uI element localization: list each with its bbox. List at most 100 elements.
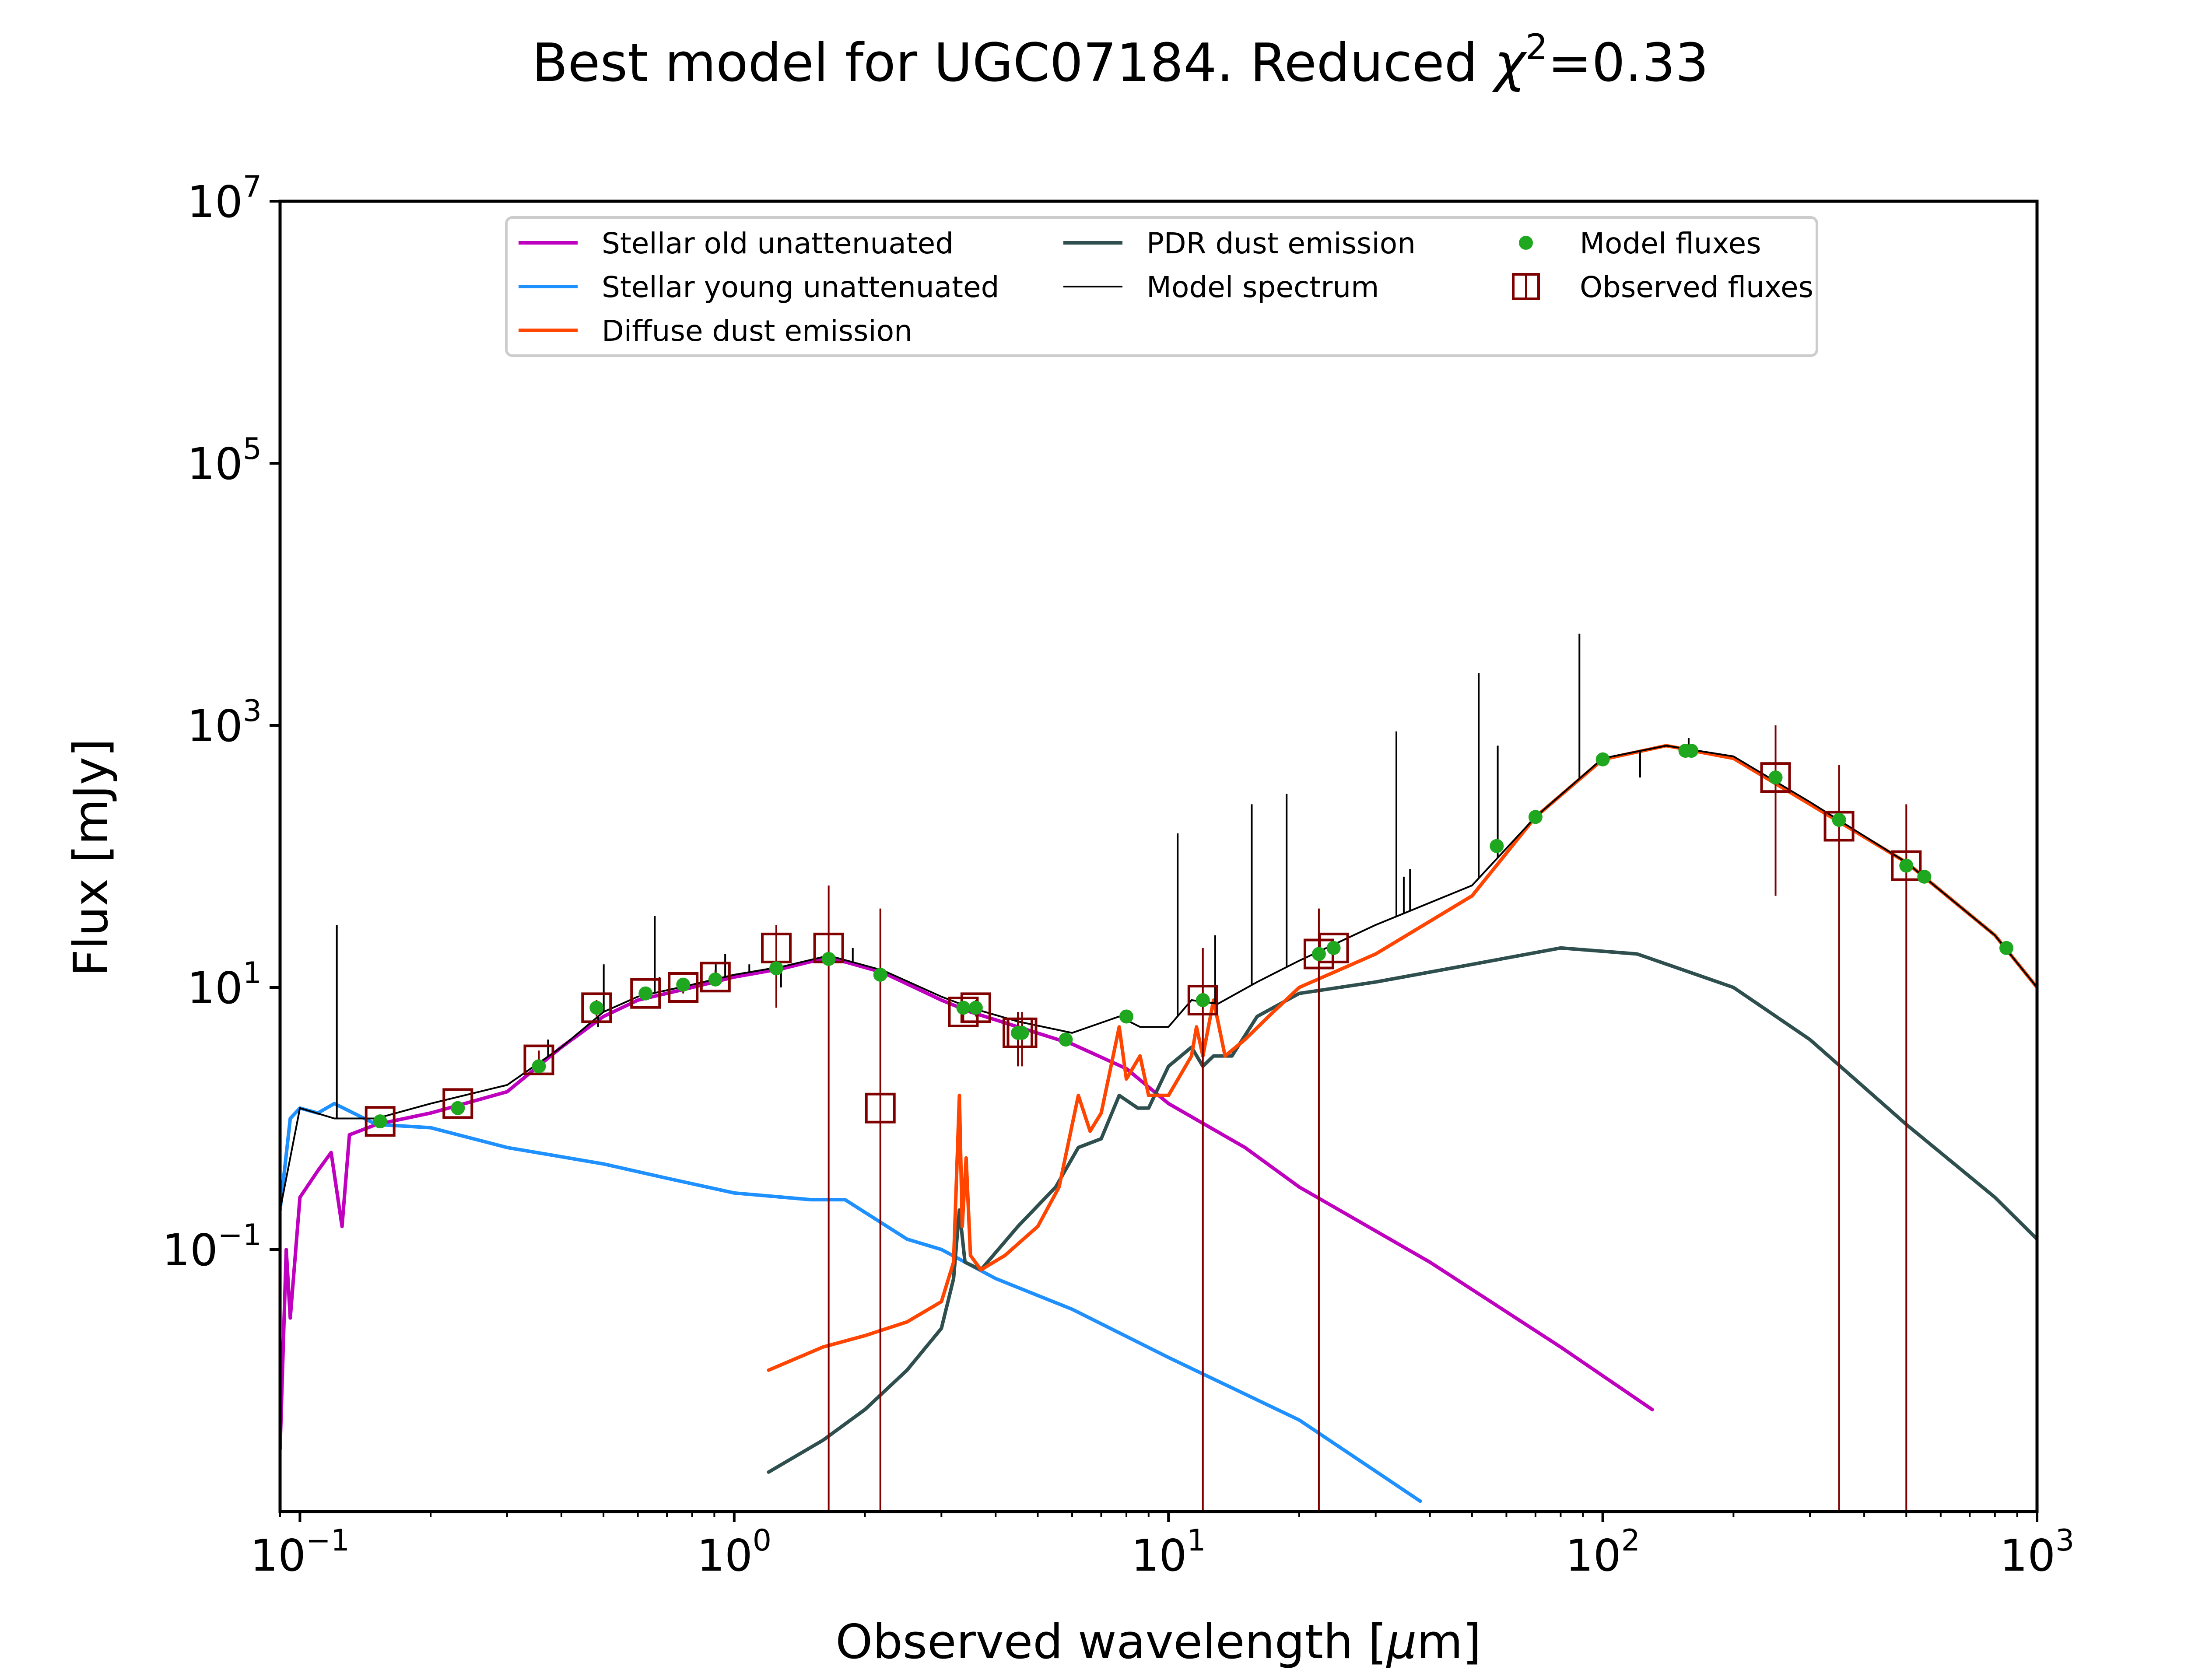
model-flux-point — [708, 972, 722, 987]
x-tick-label-base: 10 — [250, 1530, 306, 1581]
observed-flux-point — [581, 992, 612, 1023]
legend-entry-stellar-old-unattenuated: Stellar old unattenuated — [519, 227, 954, 260]
series-pdr-dust-emission — [767, 946, 2037, 1474]
x-tick-label-base: 10 — [2000, 1530, 2055, 1581]
legend-entry-diffuse-dust-emission: Diffuse dust emission — [519, 314, 912, 348]
model-flux-point — [1015, 1026, 1029, 1040]
model-flux-point — [1595, 752, 1610, 766]
x-tick-label-exponent: −1 — [306, 1523, 350, 1558]
model-flux-point — [1311, 947, 1326, 961]
observed-flux-point — [442, 1088, 473, 1119]
y-tick-label-base: 10 — [187, 176, 242, 228]
y-tick-label: 107 — [187, 170, 262, 228]
chart-title-chi-exponent: 2 — [1525, 27, 1548, 67]
observed-flux-point — [1187, 985, 1218, 1016]
observed-flux-point — [365, 1106, 396, 1137]
model-flux-point — [1684, 744, 1699, 758]
observed-flux-point — [700, 962, 731, 993]
legend-label: Model fluxes — [1580, 227, 1761, 260]
observed-flux-point — [865, 1092, 896, 1124]
legend-entry-model-fluxes: Model fluxes — [1519, 227, 1761, 260]
chart-title-value: =0.33 — [1548, 33, 1709, 94]
model-flux-point — [1999, 941, 2013, 955]
y-tick-label-base: 10 — [162, 1225, 218, 1276]
y-tick-label-exponent: −1 — [218, 1218, 262, 1253]
x-axis-label-mu: μ — [1386, 1615, 1417, 1670]
x-axis-label: Observed wavelength [μm] — [835, 1615, 1481, 1670]
x-tick-label: 10−1 — [250, 1523, 350, 1581]
observed-flux-point — [523, 1044, 554, 1075]
model-flux-point — [676, 977, 691, 992]
model-flux-point — [956, 1001, 971, 1015]
x-tick-label-exponent: 0 — [753, 1523, 771, 1558]
model-flux-point — [1832, 813, 1846, 827]
y-tick-label-base: 10 — [187, 962, 242, 1014]
model-flux-point — [968, 1001, 983, 1015]
series-stellar-young-unattenuated — [280, 1102, 1422, 1503]
observed-flux-point — [1760, 762, 1791, 793]
series-model-spectrum — [280, 745, 2037, 1211]
y-tick-label-exponent: 7 — [243, 170, 262, 204]
legend-entry-observed-fluxes: Observed fluxes — [1512, 270, 1813, 304]
observed-flux-point — [630, 978, 661, 1009]
model-flux-point — [373, 1114, 387, 1129]
y-tick-label: 10−1 — [162, 1218, 262, 1276]
x-tick-label-exponent: 3 — [2055, 1523, 2074, 1558]
y-axis-label: Flux [mJy] — [64, 738, 119, 976]
legend-label: Observed fluxes — [1580, 270, 1813, 304]
y-tick-label-base: 10 — [187, 438, 242, 490]
chart-title: Best model for UGC07184. Reduced χ2=0.33 — [532, 27, 1708, 94]
model-flux-point — [873, 967, 887, 982]
x-tick-label-base: 10 — [1131, 1530, 1187, 1581]
y-tick-label: 101 — [187, 956, 262, 1014]
x-tick-label: 103 — [2000, 1523, 2075, 1581]
y-tick-label: 105 — [187, 432, 262, 490]
model-flux-point — [1490, 839, 1504, 853]
model-flux-point — [1059, 1032, 1073, 1047]
model-flux-point — [1768, 770, 1783, 785]
model-flux-point — [638, 986, 653, 1001]
model-flux-point — [451, 1101, 465, 1115]
y-tick-label: 103 — [187, 694, 262, 752]
x-tick-label: 100 — [697, 1523, 772, 1581]
x-axis-label-unit: m] — [1417, 1615, 1481, 1670]
model-flux-point — [1119, 1009, 1134, 1024]
model-flux-point — [1528, 810, 1543, 824]
model-flux-point — [1899, 858, 1914, 873]
legend-entry-model-spectrum: Model spectrum — [1063, 270, 1379, 304]
x-axis-label-main: Observed wavelength [ — [835, 1615, 1387, 1670]
observed-flux-point — [1891, 850, 1922, 881]
legend-box — [505, 216, 1818, 357]
legend-label: PDR dust emission — [1147, 227, 1416, 260]
y-tick-label-exponent: 5 — [243, 432, 262, 466]
x-tick-label: 102 — [1565, 1523, 1640, 1581]
legend-label: Model spectrum — [1147, 270, 1379, 304]
model-flux-point — [1196, 993, 1210, 1008]
legend-entry-pdr-dust-emission: PDR dust emission — [1063, 227, 1416, 260]
plot-area — [280, 634, 2037, 1512]
legend-entry-stellar-young-unattenuated: Stellar young unattenuated — [519, 270, 999, 304]
legend: Stellar old unattenuated Stellar young un… — [505, 216, 1818, 357]
model-flux-point — [769, 961, 783, 976]
legend-label: Diffuse dust emission — [602, 314, 912, 348]
model-flux-point — [1326, 941, 1341, 955]
model-flux-point — [589, 1001, 604, 1015]
plot-frame — [278, 200, 2039, 1513]
x-tick-label-base: 10 — [1565, 1530, 1621, 1581]
y-tick-label-exponent: 3 — [243, 694, 262, 728]
x-tick-label-exponent: 1 — [1187, 1523, 1206, 1558]
x-tick-label-exponent: 2 — [1621, 1523, 1640, 1558]
y-tick-label-exponent: 1 — [243, 956, 262, 990]
chart-title-main: Best model for UGC07184. Reduced — [532, 33, 1494, 94]
model-flux-point — [1917, 869, 1932, 884]
y-tick-label-base: 10 — [187, 700, 242, 752]
legend-label: Stellar old unattenuated — [602, 227, 954, 260]
observed-flux-point — [1823, 811, 1855, 842]
x-tick-label-base: 10 — [697, 1530, 753, 1581]
chart-title-chi: χ — [1492, 33, 1527, 94]
model-flux-point — [532, 1059, 546, 1074]
x-tick-label: 101 — [1131, 1523, 1206, 1581]
legend-label: Stellar young unattenuated — [602, 270, 999, 304]
